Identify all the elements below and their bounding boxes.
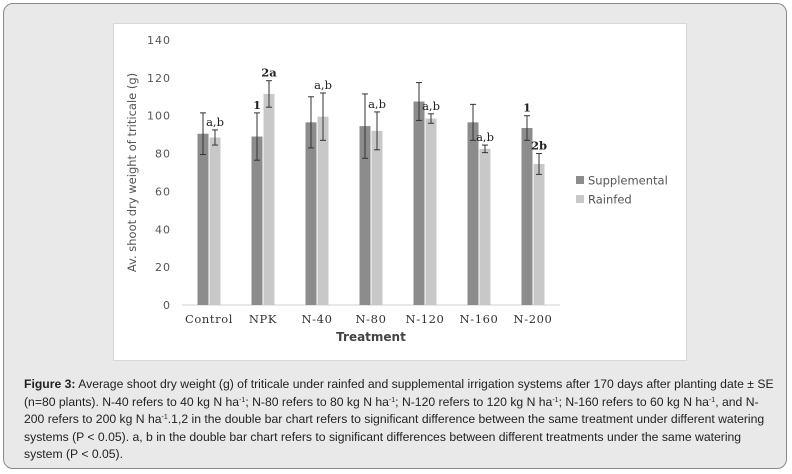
significance-label: a,b — [476, 130, 494, 144]
caption-text-4: ; N-160 refers to 60 kg N ha — [558, 394, 709, 409]
significance-label: a,b — [422, 99, 440, 113]
caption-sup-2: -1 — [388, 396, 396, 404]
significance-label: 1 — [523, 101, 531, 115]
y-tick-label: 120 — [147, 72, 171, 85]
figure-frame: 0 20 40 60 80 100 120 140 Av. shoot dry weight o… — [3, 3, 787, 469]
y-tick-label: 100 — [147, 110, 171, 123]
significance-label: 1 — [253, 98, 261, 112]
significance-label: a,b — [206, 115, 224, 129]
y-tick-label: 60 — [155, 185, 171, 198]
bar-supplemental — [467, 122, 479, 305]
bar-rainfed — [479, 148, 491, 305]
chart-panel: 0 20 40 60 80 100 120 140 Av. shoot dry weight o… — [113, 23, 687, 361]
figure-caption: Figure 3: Average shoot dry weight (g) o… — [24, 376, 776, 464]
y-tick-label: 20 — [155, 261, 171, 274]
significance-label: 2b — [531, 139, 547, 153]
bar-chart: 0 20 40 60 80 100 120 140 Av. shoot dry weight o… — [125, 34, 668, 344]
legend-swatch-supplemental — [576, 176, 584, 184]
legend-swatch-rainfed — [576, 195, 584, 203]
significance-label: a,b — [314, 78, 332, 92]
bar-supplemental — [413, 101, 425, 306]
bar-supplemental — [521, 128, 533, 305]
bar-rainfed — [425, 118, 437, 305]
x-tick-label: N-120 — [406, 312, 445, 326]
bar-supplemental — [305, 122, 317, 305]
y-tick-label: 40 — [155, 223, 171, 236]
bar-supplemental — [251, 136, 263, 305]
x-tick-label: N-40 — [302, 312, 333, 326]
legend-label-rainfed: Rainfed — [588, 193, 632, 207]
caption-text-6: .1,2 in the double bar chart refers to s… — [24, 412, 765, 461]
caption-sup-3: -1 — [552, 396, 559, 404]
bar-supplemental — [359, 126, 371, 305]
legend-label-supplemental: Supplemental — [588, 174, 668, 188]
x-axis-label: Treatment — [336, 330, 406, 344]
bar-rainfed — [317, 116, 329, 306]
bar-rainfed — [263, 93, 275, 305]
x-tick-label: Control — [185, 312, 233, 326]
bar-rainfed — [209, 137, 221, 305]
x-tick-label: NPK — [249, 312, 277, 326]
caption-sup-1: -1 — [239, 396, 246, 404]
caption-sup-5: -1 — [161, 414, 168, 421]
y-tick-label: 140 — [147, 34, 171, 47]
y-axis-label: Av. shoot dry weight of triticale (g) — [125, 73, 139, 272]
x-tick-label: N-80 — [356, 312, 387, 326]
caption-text-3: ; N-120 refers to 120 kg N ha — [395, 394, 553, 409]
x-tick-label: N-200 — [514, 312, 553, 326]
significance-label: 2a — [261, 66, 277, 80]
caption-text-1: Average shoot dry weight (g) of tritical… — [24, 377, 774, 409]
x-tick-label: N-160 — [460, 312, 499, 326]
bar-supplemental — [197, 133, 209, 305]
caption-sup-4: -1 — [708, 396, 716, 404]
caption-text-5: , and N-200 refers to 200 kg N ha — [24, 394, 759, 427]
caption-text-2: ; N-80 refers to 80 kg N ha — [245, 394, 389, 409]
y-tick-label: 80 — [155, 148, 171, 161]
bar-rainfed — [371, 130, 383, 305]
bar-rainfed — [533, 163, 545, 305]
significance-label: a,b — [368, 97, 386, 111]
caption-label: Figure 3: — [24, 377, 76, 391]
y-tick-label: 0 — [163, 299, 171, 312]
